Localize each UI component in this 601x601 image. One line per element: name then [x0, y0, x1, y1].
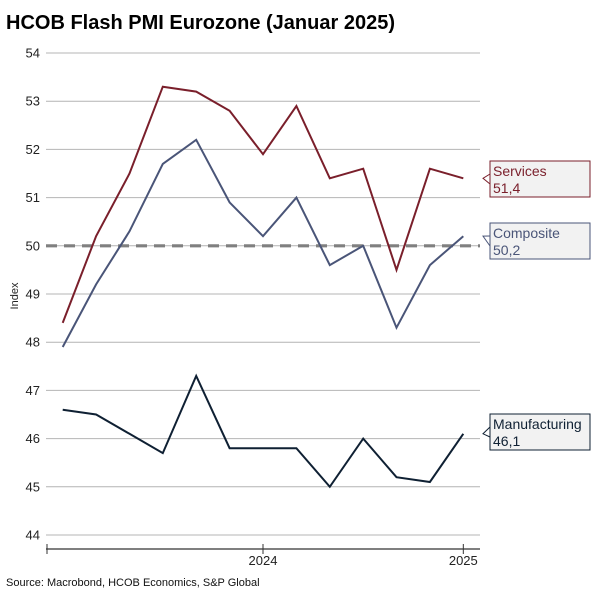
y-tick-label: 49 — [26, 287, 40, 302]
y-tick-label: 52 — [26, 142, 40, 157]
series-line-composite — [61, 138, 464, 348]
callout-series-value: 51,4 — [493, 180, 520, 196]
series-line-manufacturing — [62, 373, 465, 489]
source-note: Source: Macrobond, HCOB Economics, S&P G… — [6, 577, 260, 589]
y-tick-label: 54 — [26, 46, 40, 61]
x-tick-label: 2024 — [249, 553, 278, 568]
callout-box — [489, 222, 591, 260]
y-tick-label: 51 — [26, 190, 40, 205]
callout-box — [489, 160, 591, 198]
callout-series-name: Manufacturing — [493, 416, 582, 432]
callout-series-value: 50,2 — [493, 242, 520, 258]
series-lines — [61, 85, 465, 489]
callout-pointer — [482, 426, 491, 438]
x-axis: 2024 2025 — [46, 544, 480, 568]
callout-pointer — [482, 173, 491, 185]
y-tick-label: 45 — [26, 479, 40, 494]
x-tick-label: 2025 — [449, 553, 478, 568]
y-axis-ticks: 44 45 46 47 48 49 50 51 52 53 54 — [26, 46, 40, 543]
y-tick-label: 47 — [26, 383, 40, 398]
y-tick-label: 46 — [26, 431, 40, 446]
y-tick-label: 53 — [26, 94, 40, 109]
y-tick-label: 48 — [26, 335, 40, 350]
callout-series-value: 46,1 — [493, 433, 520, 449]
callout-series-name: Services — [493, 163, 547, 179]
series-line-services — [61, 85, 464, 324]
callout-pointer — [482, 235, 491, 247]
chart-title: HCOB Flash PMI Eurozone (Januar 2025) — [6, 12, 395, 34]
callout-box — [489, 413, 591, 451]
y-tick-label: 44 — [26, 528, 40, 543]
callout-series-name: Composite — [493, 225, 560, 241]
y-tick-label: 50 — [26, 238, 40, 253]
y-axis-label: Index — [9, 282, 21, 309]
